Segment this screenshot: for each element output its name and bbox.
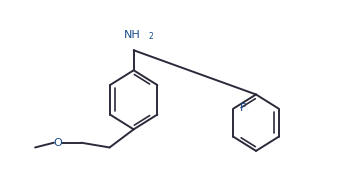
Text: F: F xyxy=(240,103,246,113)
Text: 2: 2 xyxy=(149,32,154,41)
Text: O: O xyxy=(54,138,63,148)
Text: NH: NH xyxy=(124,30,140,40)
